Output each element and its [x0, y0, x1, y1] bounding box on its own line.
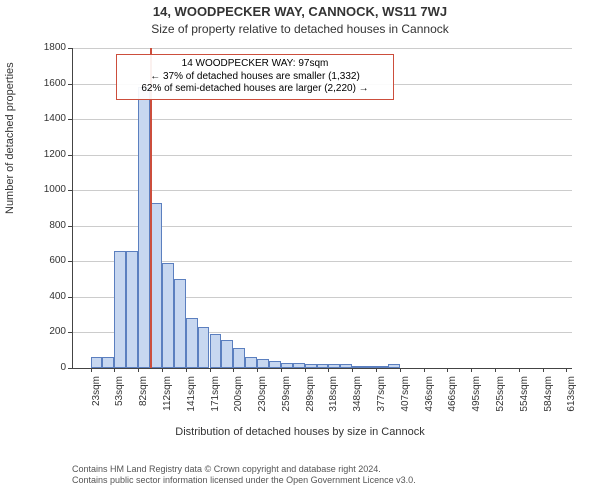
chart-title: 14, WOODPECKER WAY, CANNOCK, WS11 7WJ [0, 4, 600, 19]
x-tick-label: 112sqm [162, 376, 173, 426]
footer-line-2: Contains public sector information licen… [72, 475, 416, 486]
chart-container: 14, WOODPECKER WAY, CANNOCK, WS11 7WJ Si… [0, 0, 600, 500]
histogram-bar [102, 357, 114, 368]
histogram-bar [269, 361, 281, 368]
annotation-box: 14 WOODPECKER WAY: 97sqm ← 37% of detach… [116, 54, 394, 100]
x-tick-label: 613sqm [566, 376, 577, 426]
x-tick-label: 259sqm [281, 376, 292, 426]
x-tick-label: 53sqm [114, 376, 125, 426]
y-tick-label: 1600 [28, 78, 66, 89]
x-tick-label: 289sqm [305, 376, 316, 426]
histogram-bar [233, 348, 245, 368]
histogram-bar [138, 87, 150, 368]
y-tick-label: 1400 [28, 113, 66, 124]
gridline [72, 48, 572, 49]
histogram-bar [221, 340, 233, 368]
y-tick-label: 600 [28, 255, 66, 266]
x-tick-label: 407sqm [400, 376, 411, 426]
x-tick-label: 141sqm [186, 376, 197, 426]
y-tick-label: 200 [28, 326, 66, 337]
histogram-bar [186, 318, 198, 368]
histogram-bar [174, 279, 186, 368]
x-tick-label: 348sqm [352, 376, 363, 426]
x-axis-line [72, 368, 572, 369]
histogram-bar [114, 251, 126, 368]
x-tick-label: 200sqm [233, 376, 244, 426]
histogram-bar [245, 357, 257, 368]
x-tick-label: 466sqm [447, 376, 458, 426]
annotation-line-3: 62% of semi-detached houses are larger (… [123, 83, 387, 96]
annotation-line-1: 14 WOODPECKER WAY: 97sqm [123, 58, 387, 71]
x-tick-label: 171sqm [210, 376, 221, 426]
y-tick-label: 1000 [28, 184, 66, 195]
chart-subtitle: Size of property relative to detached ho… [0, 22, 600, 36]
x-tick-label: 230sqm [257, 376, 268, 426]
x-tick-label: 584sqm [543, 376, 554, 426]
x-tick-label: 495sqm [471, 376, 482, 426]
y-tick-label: 1200 [28, 149, 66, 160]
footer-line-1: Contains HM Land Registry data © Crown c… [72, 464, 416, 475]
y-tick-label: 800 [28, 220, 66, 231]
x-tick-label: 23sqm [91, 376, 102, 426]
y-axis-line [72, 48, 73, 368]
x-axis-label: Distribution of detached houses by size … [0, 426, 600, 438]
x-tick-label: 318sqm [328, 376, 339, 426]
x-tick-label: 82sqm [138, 376, 149, 426]
footer-text: Contains HM Land Registry data © Crown c… [72, 464, 416, 487]
y-tick-label: 400 [28, 291, 66, 302]
histogram-bar [126, 251, 138, 368]
x-tick-label: 377sqm [376, 376, 387, 426]
annotation-line-2: ← 37% of detached houses are smaller (1,… [123, 71, 387, 84]
histogram-bar [162, 263, 174, 368]
x-tick-label: 436sqm [424, 376, 435, 426]
y-tick-label: 0 [28, 362, 66, 373]
histogram-bar [91, 357, 103, 368]
y-tick-label: 1800 [28, 42, 66, 53]
x-tick-label: 525sqm [495, 376, 506, 426]
histogram-bar [257, 359, 269, 368]
histogram-bar [198, 327, 210, 368]
histogram-bar [210, 334, 222, 368]
x-tick-label: 554sqm [519, 376, 530, 426]
